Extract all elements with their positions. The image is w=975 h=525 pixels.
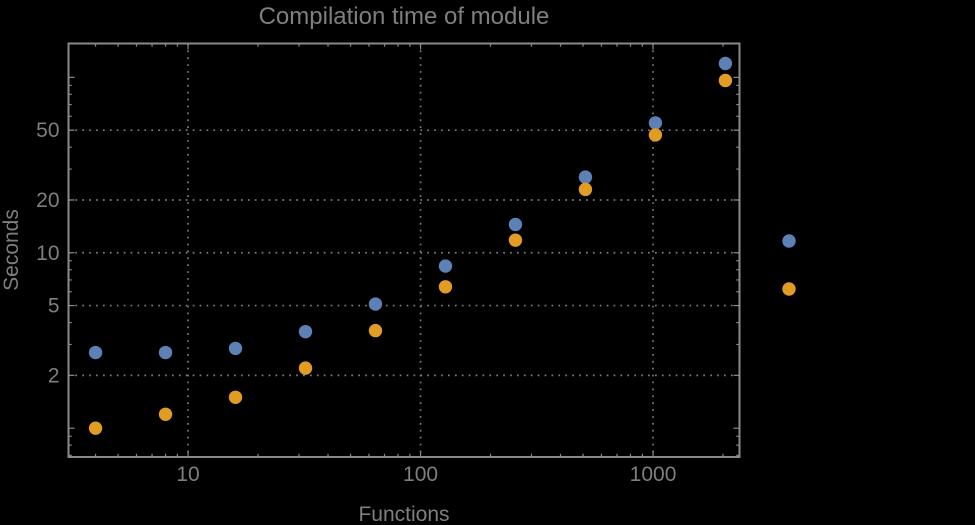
data-point-orange-series [368, 323, 383, 338]
data-point-blue-series [508, 217, 523, 232]
x-tick-label: 10 [176, 463, 199, 486]
data-point-blue-series [298, 324, 313, 339]
y-tick-label: 2 [48, 364, 60, 387]
data-point-orange-series [298, 361, 313, 375]
chart-title: Compilation time of module [259, 3, 550, 30]
x-tick-label: 1000 [630, 463, 677, 486]
plot-frame [67, 42, 741, 458]
data-point-orange-series [508, 233, 523, 247]
data-point-blue-series [438, 259, 453, 273]
legend [782, 234, 796, 296]
data-point-orange-series [648, 128, 663, 142]
y-tick-label: 10 [36, 242, 59, 265]
x-axis-label: Functions [358, 503, 449, 525]
legend-marker-orange-series [782, 282, 796, 296]
data-point-blue-series [648, 116, 663, 130]
y-axis-label: Seconds [0, 209, 23, 291]
y-tick-label: 20 [36, 189, 59, 212]
data-point-blue-series [228, 341, 243, 356]
data-point-blue-series [88, 345, 103, 360]
data-point-orange-series [578, 182, 593, 197]
gridlines [68, 43, 740, 457]
data-point-orange-series [158, 407, 173, 421]
legend-marker-blue-series [782, 234, 796, 248]
axis-ticks [68, 43, 740, 457]
data-point-blue-series [368, 297, 383, 311]
y-tick-label: 50 [36, 119, 59, 142]
axis-tick-labels: 10 100 1000 2 5 10 20 50 [36, 119, 676, 486]
x-tick-label: 100 [403, 463, 438, 486]
data-point-orange-series [718, 73, 733, 88]
data-point-blue-series [158, 345, 173, 360]
data-point-orange-series [228, 390, 243, 404]
y-tick-label: 5 [48, 295, 60, 318]
data-point-blue-series [578, 170, 593, 184]
data-point-blue-series [718, 56, 733, 71]
data-points [88, 56, 733, 435]
data-point-orange-series [438, 280, 453, 294]
data-point-orange-series [88, 421, 103, 435]
